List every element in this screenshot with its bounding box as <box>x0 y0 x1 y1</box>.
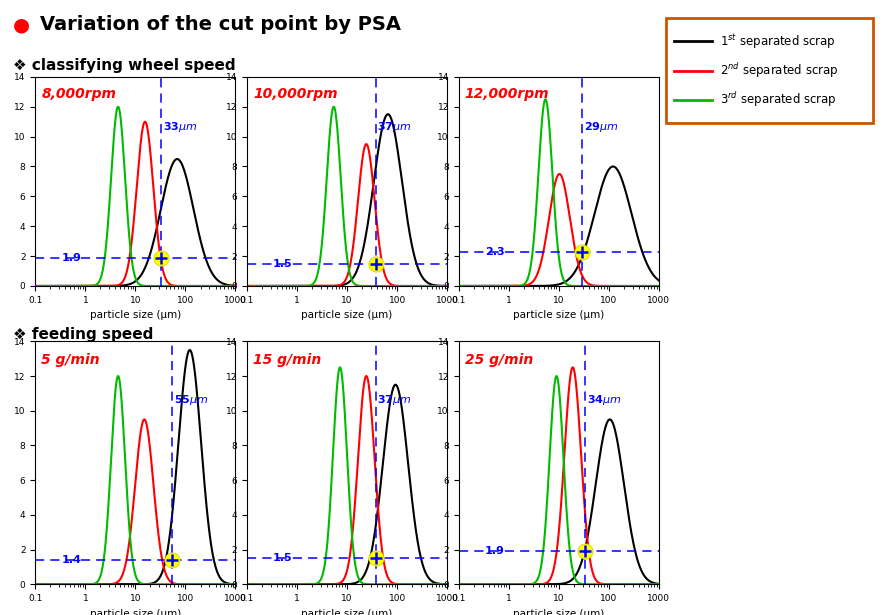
Text: ●: ● <box>13 15 30 34</box>
Text: 10,000rpm: 10,000rpm <box>253 87 338 101</box>
Text: 1.9: 1.9 <box>62 253 81 263</box>
Text: 1$^{st}$ separated scrap: 1$^{st}$ separated scrap <box>720 32 835 51</box>
X-axis label: particle size (μm): particle size (μm) <box>513 310 604 320</box>
Text: Variation of the cut point by PSA: Variation of the cut point by PSA <box>40 15 400 34</box>
X-axis label: particle size (μm): particle size (μm) <box>90 310 181 320</box>
Text: 25 g/min: 25 g/min <box>465 354 533 368</box>
Text: 1.9: 1.9 <box>485 546 505 557</box>
X-axis label: particle size (μm): particle size (μm) <box>302 608 392 615</box>
X-axis label: particle size (μm): particle size (μm) <box>302 310 392 320</box>
X-axis label: particle size (μm): particle size (μm) <box>90 608 181 615</box>
Text: 1.5: 1.5 <box>273 258 293 269</box>
Text: 2$^{nd}$ separated scrap: 2$^{nd}$ separated scrap <box>720 62 839 80</box>
Text: 55$\mu m$: 55$\mu m$ <box>174 392 209 407</box>
FancyBboxPatch shape <box>666 18 873 123</box>
Text: 12,000rpm: 12,000rpm <box>465 87 549 101</box>
Text: ❖ feeding speed: ❖ feeding speed <box>13 327 153 342</box>
Text: 3$^{rd}$ separated scrap: 3$^{rd}$ separated scrap <box>720 90 837 109</box>
Text: ❖ classifying wheel speed: ❖ classifying wheel speed <box>13 58 235 73</box>
Text: 29$\mu m$: 29$\mu m$ <box>584 120 618 134</box>
Text: 1.5: 1.5 <box>273 554 293 563</box>
Text: 8,000rpm: 8,000rpm <box>41 87 116 101</box>
X-axis label: particle size (μm): particle size (μm) <box>513 608 604 615</box>
Text: 5 g/min: 5 g/min <box>41 354 100 368</box>
Text: 15 g/min: 15 g/min <box>253 354 321 368</box>
Text: 2.3: 2.3 <box>485 247 505 256</box>
Text: 37$\mu m$: 37$\mu m$ <box>377 120 412 134</box>
Text: 37$\mu m$: 37$\mu m$ <box>377 392 412 407</box>
Text: 1.4: 1.4 <box>62 555 81 565</box>
Text: 33$\mu m$: 33$\mu m$ <box>163 120 198 134</box>
Text: 34$\mu m$: 34$\mu m$ <box>587 392 622 407</box>
